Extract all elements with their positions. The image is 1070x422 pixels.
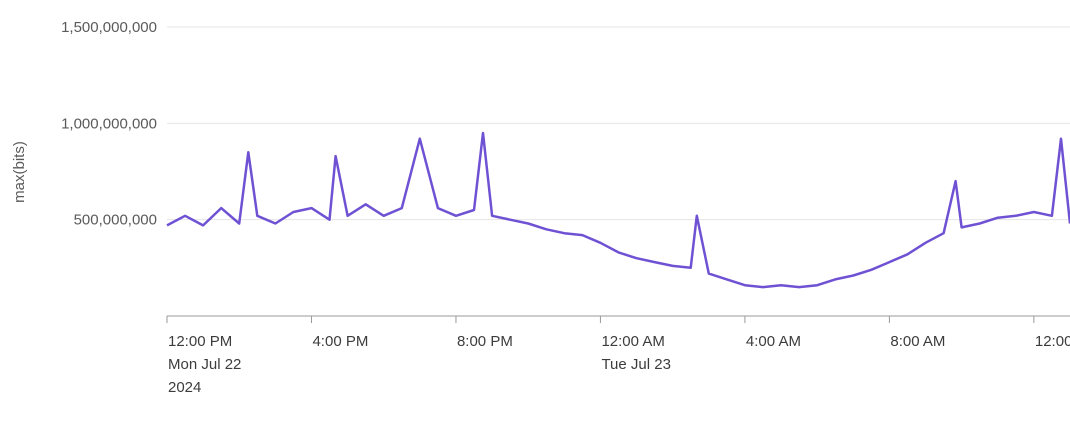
x-tick-year: 2024 bbox=[168, 379, 201, 396]
series-line bbox=[166, 131, 1070, 289]
x-tick-label: 4:00 AM bbox=[746, 333, 801, 350]
x-tick-date: Mon Jul 22 bbox=[168, 356, 241, 373]
x-tick-label: 12:00 PM bbox=[168, 333, 232, 350]
x-axis: 12:00 PM Mon Jul 22 2024 4:00 PM 8:00 PM 12:0… bbox=[166, 315, 1070, 396]
x-tick-label: 4:00 PM bbox=[312, 333, 368, 350]
y-axis: 500,000,000 1,000,000,000 1,500,000,000 bbox=[61, 19, 157, 229]
x-tick-label: 8:00 PM bbox=[457, 333, 513, 350]
x-tick-date: Tue Jul 23 bbox=[601, 356, 671, 373]
x-tick-label: 12:00 AM bbox=[601, 333, 664, 350]
y-tick-label: 1,500,000,000 bbox=[61, 19, 157, 36]
gridlines bbox=[167, 26, 1070, 221]
x-tick-label: 12:00 PM bbox=[1035, 333, 1070, 350]
y-tick-label: 1,000,000,000 bbox=[61, 115, 157, 132]
series-area bbox=[166, 131, 1070, 289]
y-tick-label: 500,000,000 bbox=[74, 212, 157, 229]
y-axis-label: max(bits) bbox=[11, 141, 28, 203]
x-tick-label: 8:00 AM bbox=[890, 333, 945, 350]
